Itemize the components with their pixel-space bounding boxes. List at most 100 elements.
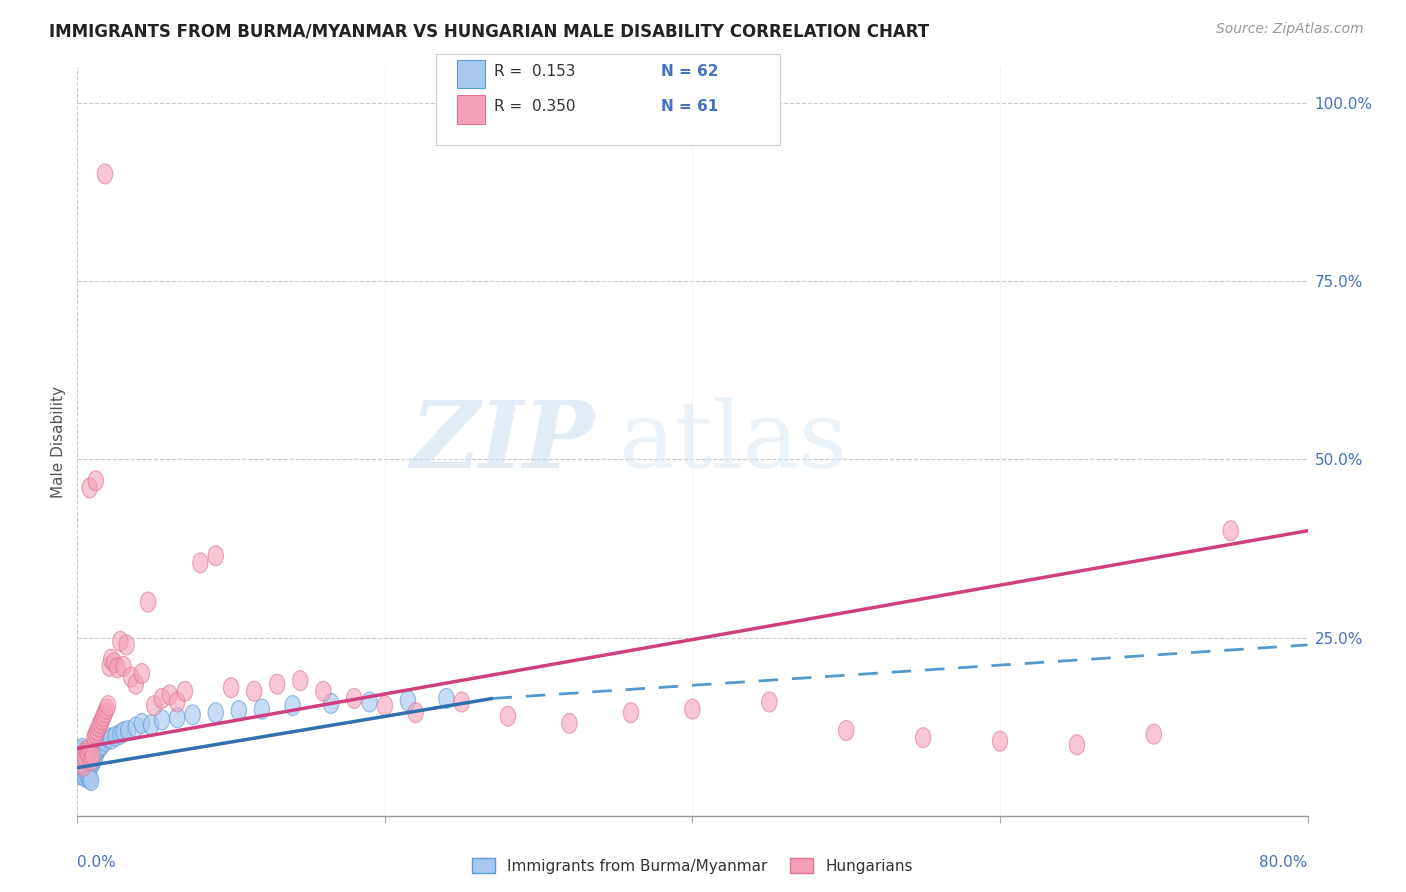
Ellipse shape xyxy=(80,743,96,764)
Ellipse shape xyxy=(346,689,361,708)
Ellipse shape xyxy=(120,635,134,655)
Ellipse shape xyxy=(170,692,186,712)
Ellipse shape xyxy=(155,689,170,708)
Text: Source: ZipAtlas.com: Source: ZipAtlas.com xyxy=(1216,22,1364,37)
Ellipse shape xyxy=(82,739,97,758)
Ellipse shape xyxy=(79,750,94,771)
Ellipse shape xyxy=(231,700,246,721)
Ellipse shape xyxy=(79,760,94,780)
Ellipse shape xyxy=(91,717,107,737)
Legend: Immigrants from Burma/Myanmar, Hungarians: Immigrants from Burma/Myanmar, Hungarian… xyxy=(465,852,920,880)
Ellipse shape xyxy=(100,696,115,715)
Ellipse shape xyxy=(75,746,90,765)
Ellipse shape xyxy=(89,724,104,744)
Ellipse shape xyxy=(128,717,143,737)
Ellipse shape xyxy=(72,755,87,775)
Ellipse shape xyxy=(97,703,112,723)
Ellipse shape xyxy=(208,703,224,723)
Ellipse shape xyxy=(87,749,103,769)
Ellipse shape xyxy=(285,696,301,715)
Ellipse shape xyxy=(82,478,97,498)
Ellipse shape xyxy=(439,689,454,708)
Ellipse shape xyxy=(1146,724,1161,744)
Ellipse shape xyxy=(103,657,117,676)
Ellipse shape xyxy=(104,649,120,669)
Ellipse shape xyxy=(79,764,94,783)
Ellipse shape xyxy=(1069,735,1084,755)
Ellipse shape xyxy=(162,685,177,705)
Ellipse shape xyxy=(993,731,1008,751)
Ellipse shape xyxy=(73,753,89,772)
Ellipse shape xyxy=(121,721,136,740)
Ellipse shape xyxy=(83,742,98,762)
Ellipse shape xyxy=(76,760,91,780)
Ellipse shape xyxy=(90,721,105,740)
Ellipse shape xyxy=(76,764,91,785)
Ellipse shape xyxy=(77,767,93,787)
Ellipse shape xyxy=(915,728,931,747)
Ellipse shape xyxy=(361,692,377,712)
Ellipse shape xyxy=(208,546,224,566)
Ellipse shape xyxy=(75,750,90,771)
Ellipse shape xyxy=(84,743,100,764)
Ellipse shape xyxy=(94,710,110,730)
Ellipse shape xyxy=(401,690,416,711)
Ellipse shape xyxy=(186,705,201,725)
Ellipse shape xyxy=(246,681,262,701)
Ellipse shape xyxy=(134,714,149,733)
Ellipse shape xyxy=(97,164,112,184)
Ellipse shape xyxy=(100,728,115,747)
Ellipse shape xyxy=(115,722,131,742)
Ellipse shape xyxy=(134,664,149,683)
Ellipse shape xyxy=(73,757,89,778)
Ellipse shape xyxy=(177,681,193,701)
Ellipse shape xyxy=(82,757,97,778)
Ellipse shape xyxy=(254,699,270,719)
Ellipse shape xyxy=(72,749,87,769)
Ellipse shape xyxy=(87,728,103,747)
Ellipse shape xyxy=(224,678,239,698)
Ellipse shape xyxy=(91,739,107,758)
Ellipse shape xyxy=(115,657,131,676)
Ellipse shape xyxy=(292,671,308,690)
Ellipse shape xyxy=(97,731,112,751)
Ellipse shape xyxy=(73,740,89,761)
Ellipse shape xyxy=(377,696,392,715)
Ellipse shape xyxy=(75,756,90,776)
Ellipse shape xyxy=(76,756,91,776)
Ellipse shape xyxy=(146,696,162,715)
Ellipse shape xyxy=(93,714,108,733)
Ellipse shape xyxy=(90,740,105,761)
Ellipse shape xyxy=(143,714,159,735)
Ellipse shape xyxy=(762,692,778,712)
Ellipse shape xyxy=(501,706,516,726)
Ellipse shape xyxy=(124,667,139,687)
Text: R =  0.350: R = 0.350 xyxy=(494,99,575,114)
Text: 80.0%: 80.0% xyxy=(1260,855,1308,871)
Ellipse shape xyxy=(84,753,100,772)
Text: N = 61: N = 61 xyxy=(661,99,718,114)
Ellipse shape xyxy=(98,699,114,719)
Ellipse shape xyxy=(270,674,285,694)
Ellipse shape xyxy=(562,714,576,733)
Ellipse shape xyxy=(838,721,853,740)
Ellipse shape xyxy=(112,632,128,651)
Ellipse shape xyxy=(89,746,104,765)
Ellipse shape xyxy=(408,703,423,723)
Ellipse shape xyxy=(110,657,125,678)
Ellipse shape xyxy=(104,729,120,749)
Ellipse shape xyxy=(77,764,93,783)
Ellipse shape xyxy=(323,693,339,714)
Ellipse shape xyxy=(685,699,700,719)
Ellipse shape xyxy=(83,750,98,771)
Ellipse shape xyxy=(108,726,124,747)
Ellipse shape xyxy=(73,764,89,785)
Text: IMMIGRANTS FROM BURMA/MYANMAR VS HUNGARIAN MALE DISABILITY CORRELATION CHART: IMMIGRANTS FROM BURMA/MYANMAR VS HUNGARI… xyxy=(49,22,929,40)
Ellipse shape xyxy=(84,746,100,765)
Text: 0.0%: 0.0% xyxy=(77,855,117,871)
Text: N = 62: N = 62 xyxy=(661,63,718,78)
Ellipse shape xyxy=(72,749,87,769)
Ellipse shape xyxy=(75,762,90,782)
Ellipse shape xyxy=(1223,521,1239,541)
Ellipse shape xyxy=(454,692,470,712)
